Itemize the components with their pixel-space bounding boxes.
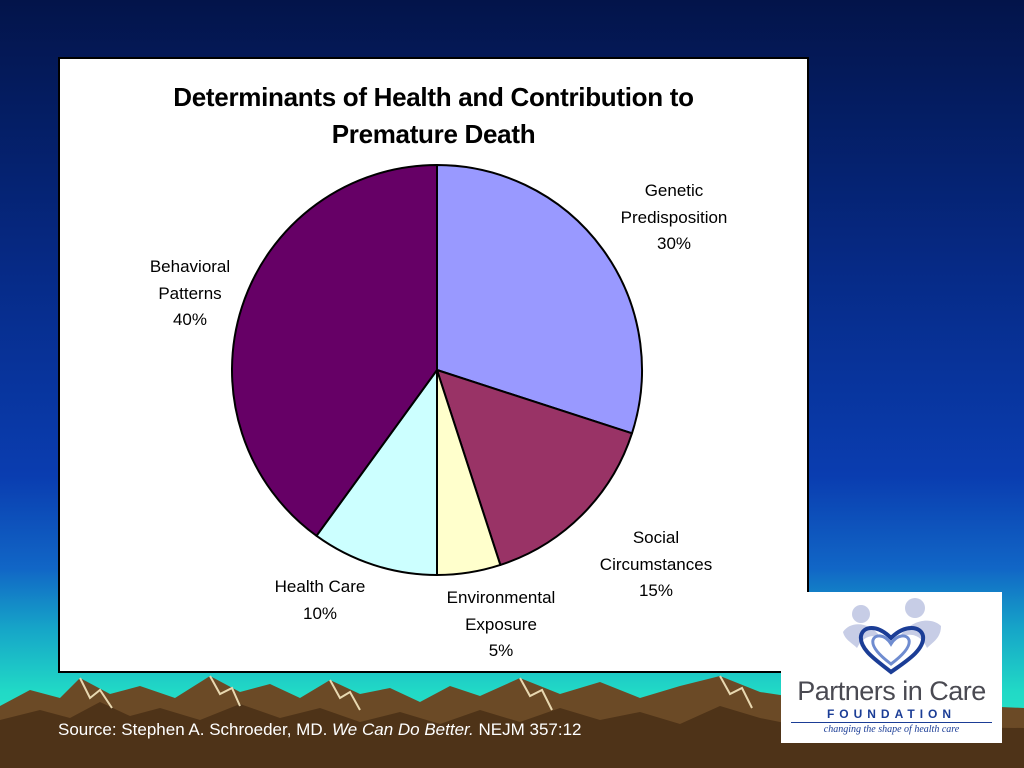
slice-label-name: Genetic Predisposition xyxy=(620,181,728,227)
pie-slice-behavioral-patterns xyxy=(231,164,438,537)
slice-label-value: 5% xyxy=(488,641,514,660)
source-italic-title: We Can Do Better. xyxy=(332,720,474,739)
slice-label-name: Social Circumstances xyxy=(599,528,713,574)
logo-subtitle: FOUNDATION xyxy=(826,707,957,721)
slice-label: Behavioral Patterns 40% xyxy=(150,254,230,334)
partners-in-care-logo: Partners in Care FOUNDATION changing the… xyxy=(781,592,1002,743)
slice-label-name: Behavioral Patterns xyxy=(149,257,231,303)
slice-label: Health Care 10% xyxy=(275,574,366,627)
slice-label-value: 15% xyxy=(638,581,674,600)
source-citation: Source: Stephen A. Schroeder, MD. We Can… xyxy=(58,720,582,740)
heart-figures-icon xyxy=(843,598,941,675)
source-suffix: NEJM 357:12 xyxy=(473,720,582,739)
logo-tagline: changing the shape of health care xyxy=(823,724,960,735)
chart-panel: Determinants of Health and Contribution … xyxy=(58,57,809,673)
slice-label-name: Health Care xyxy=(274,577,366,596)
logo-divider xyxy=(791,722,992,723)
pie-chart xyxy=(231,164,643,576)
logo-name: Partners in Care xyxy=(797,676,986,706)
slice-label: Social Circumstances 15% xyxy=(600,525,712,605)
slice-label-name: Environmental Exposure xyxy=(446,588,556,634)
mountain-range-decoration xyxy=(0,675,1024,768)
chart-title: Determinants of Health and Contribution … xyxy=(173,82,694,149)
pie-slice-social-circumstances xyxy=(436,369,633,566)
slice-label-value: 10% xyxy=(302,603,338,623)
slice-label: Environmental Exposure 5% xyxy=(447,585,556,665)
slice-label: Genetic Predisposition 30% xyxy=(621,178,728,258)
source-prefix: Source: Stephen A. Schroeder, MD. xyxy=(58,720,333,739)
pie-slice-genetic-predisposition xyxy=(436,164,643,435)
slice-label-value: 30% xyxy=(656,234,692,253)
slice-label-value: 40% xyxy=(172,310,208,329)
pie-slice-health-care xyxy=(315,369,438,576)
